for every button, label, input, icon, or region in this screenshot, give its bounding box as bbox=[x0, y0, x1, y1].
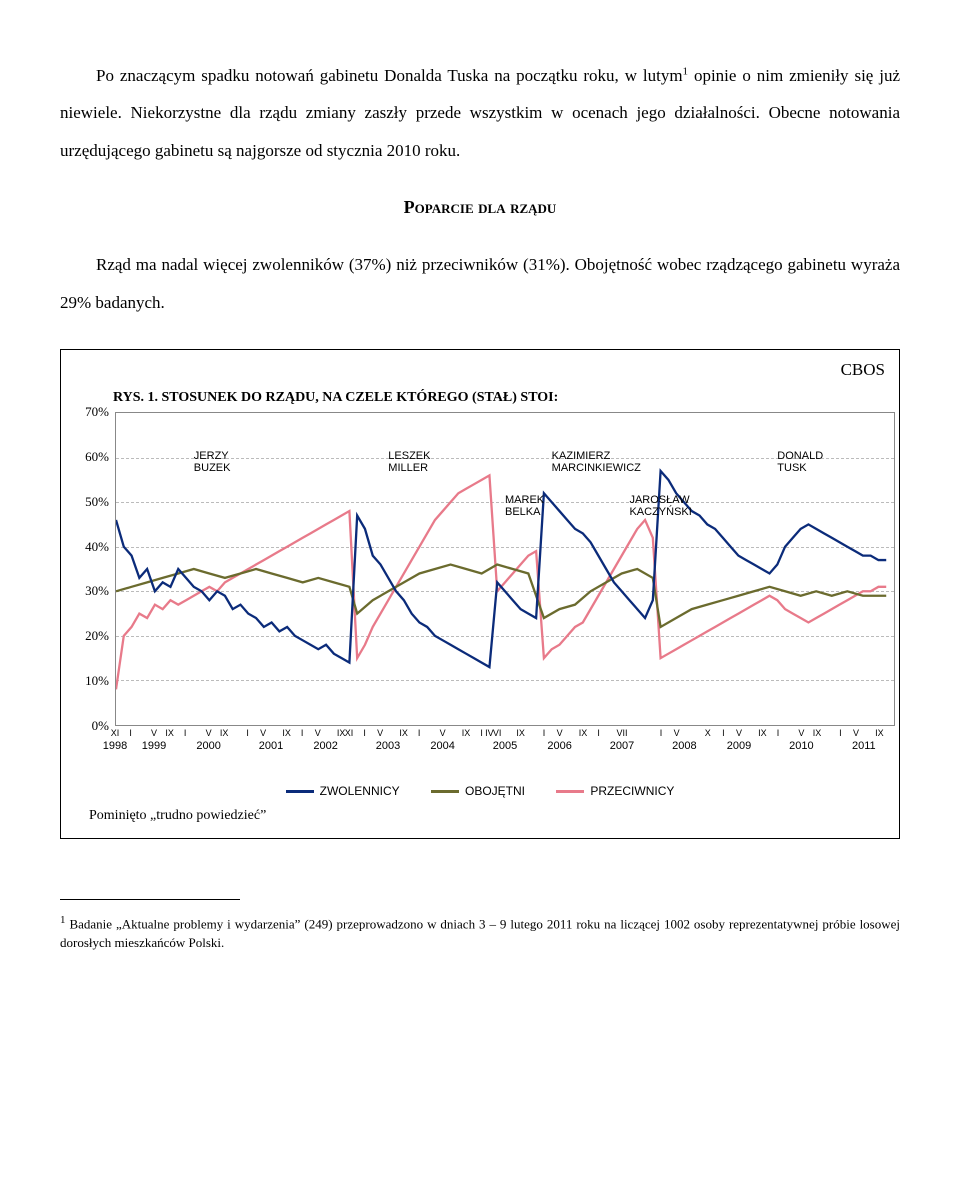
y-tick-label: 30% bbox=[85, 583, 109, 599]
x-tick-label: XI bbox=[345, 728, 354, 738]
plot-area: JERZYBUZEK LESZEKMILLER MAREKBELKA KAZIMIER… bbox=[115, 412, 895, 726]
x-tick-label: I bbox=[839, 728, 842, 738]
cbos-tag: CBOS bbox=[841, 360, 885, 380]
pm-label: DONALDTUSK bbox=[777, 450, 823, 474]
x-tick-label: VII bbox=[616, 728, 627, 738]
x-tick-label: I bbox=[129, 728, 132, 738]
section-heading: Poparcie dla rządu bbox=[60, 197, 900, 218]
footnote-text: Badanie „Aktualne problemy i wydarzenia”… bbox=[60, 917, 900, 950]
legend-label-przeciwnicy: PRZECIWNICY bbox=[590, 784, 674, 798]
x-tick-label: I bbox=[597, 728, 600, 738]
x-tick-label: I bbox=[722, 728, 725, 738]
x-tick-label: IX bbox=[399, 728, 408, 738]
footnote-1: 1 Badanie „Aktualne problemy i wydarzeni… bbox=[60, 913, 900, 952]
x-tick-label: I bbox=[418, 728, 421, 738]
legend-label-obojetni: OBOJĘTNI bbox=[465, 784, 525, 798]
x-tick-label: IX bbox=[579, 728, 588, 738]
x-tick-label: IX bbox=[813, 728, 822, 738]
y-tick-label: 40% bbox=[85, 539, 109, 555]
footnote-num: 1 bbox=[60, 914, 66, 926]
x-tick-label: IX bbox=[462, 728, 471, 738]
x-year-label: 2004 bbox=[430, 740, 454, 752]
x-tick-label: V bbox=[798, 728, 804, 738]
x-year-label: 2007 bbox=[610, 740, 634, 752]
pm-label: LESZEKMILLER bbox=[388, 450, 430, 474]
x-year-label: 2000 bbox=[196, 740, 220, 752]
x-tick-label: I bbox=[660, 728, 663, 738]
x-year-label: 2002 bbox=[313, 740, 337, 752]
y-tick-label: 10% bbox=[85, 673, 109, 689]
y-tick-label: 70% bbox=[85, 404, 109, 420]
x-tick-label: IX bbox=[220, 728, 229, 738]
x-tick-label: IX bbox=[282, 728, 291, 738]
y-tick-label: 60% bbox=[85, 449, 109, 465]
x-tick-label: I bbox=[363, 728, 366, 738]
x-tick-label: I bbox=[184, 728, 187, 738]
x-tick-label: I bbox=[246, 728, 249, 738]
pm-label: JAROSŁAWKACZYŃSKI bbox=[629, 494, 691, 518]
chart-title: RYS. 1. STOSUNEK DO RZĄDU, NA CZELE KTÓR… bbox=[113, 390, 885, 406]
x-tick-label: V bbox=[206, 728, 212, 738]
x-tick-label: IX bbox=[875, 728, 884, 738]
pm-label: JERZYBUZEK bbox=[194, 450, 231, 474]
pm-label: KAZIMIERZMARCINKIEWICZ bbox=[552, 450, 641, 474]
x-tick-label: IX bbox=[165, 728, 174, 738]
x-year-label: 2011 bbox=[852, 740, 876, 752]
x-tick-label: V bbox=[674, 728, 680, 738]
x-year-label: 2003 bbox=[376, 740, 400, 752]
x-tick-label: X bbox=[705, 728, 711, 738]
legend-label-zwolennicy: ZWOLENNICY bbox=[320, 784, 400, 798]
x-tick-label: I bbox=[301, 728, 304, 738]
x-tick-label: XI bbox=[111, 728, 120, 738]
x-year-label: 1999 bbox=[142, 740, 166, 752]
legend-obojetni: OBOJĘTNI bbox=[431, 784, 525, 798]
pm-label: MAREKBELKA bbox=[505, 494, 544, 518]
x-year-label: 2005 bbox=[493, 740, 517, 752]
legend-przeciwnicy: PRZECIWNICY bbox=[556, 784, 674, 798]
x-year-label: 2009 bbox=[727, 740, 751, 752]
x-year-label: 1998 bbox=[103, 740, 127, 752]
legend-swatch-obojetni bbox=[431, 790, 459, 793]
x-tick-label: V bbox=[151, 728, 157, 738]
legend-zwolennicy: ZWOLENNICY bbox=[286, 784, 400, 798]
y-tick-label: 50% bbox=[85, 494, 109, 510]
paragraph-2: Rząd ma nadal więcej zwolenników (37%) n… bbox=[60, 246, 900, 321]
chart: 0%10%20%30%40%50%60%70% JERZYBUZEKLESZEK… bbox=[75, 412, 895, 772]
footnote-separator bbox=[60, 899, 240, 900]
x-axis-labels: XIIVIXIVIXIVIXIVIXXIIVIXIVIXIIVVIIXIVIXI… bbox=[115, 728, 895, 772]
series-line bbox=[116, 471, 886, 667]
x-tick-label: IX bbox=[516, 728, 525, 738]
x-tick-label: I bbox=[777, 728, 780, 738]
chart-footnote: Pominięto „trudno powiedzieć” bbox=[89, 808, 885, 824]
x-tick-label: IX bbox=[758, 728, 767, 738]
x-tick-label: V bbox=[440, 728, 446, 738]
series-line bbox=[116, 475, 886, 689]
x-tick-label: V bbox=[377, 728, 383, 738]
x-tick-label: V bbox=[557, 728, 563, 738]
y-tick-label: 0% bbox=[92, 718, 109, 734]
x-tick-label: I bbox=[480, 728, 483, 738]
x-tick-label: V bbox=[260, 728, 266, 738]
legend-swatch-przeciwnicy bbox=[556, 790, 584, 793]
y-axis-labels: 0%10%20%30%40%50%60%70% bbox=[75, 412, 113, 752]
x-tick-label: VI bbox=[493, 728, 502, 738]
paragraph-1: Po znaczącym spadku notowań gabinetu Don… bbox=[60, 57, 900, 169]
x-tick-label: V bbox=[736, 728, 742, 738]
y-tick-label: 20% bbox=[85, 628, 109, 644]
x-year-label: 2008 bbox=[672, 740, 696, 752]
x-tick-label: I bbox=[543, 728, 546, 738]
para1-text-a: Po znaczącym spadku notowań gabinetu Don… bbox=[96, 66, 683, 85]
x-year-label: 2006 bbox=[547, 740, 571, 752]
para2-text: Rząd ma nadal więcej zwolenników (37%) n… bbox=[60, 255, 900, 311]
x-year-label: 2010 bbox=[789, 740, 813, 752]
legend-swatch-zwolennicy bbox=[286, 790, 314, 793]
chart-legend: ZWOLENNICY OBOJĘTNI PRZECIWNICY bbox=[75, 782, 885, 799]
chart-box: CBOS RYS. 1. STOSUNEK DO RZĄDU, NA CZELE… bbox=[60, 349, 900, 840]
x-year-label: 2001 bbox=[259, 740, 283, 752]
x-tick-label: V bbox=[315, 728, 321, 738]
x-tick-label: V bbox=[853, 728, 859, 738]
